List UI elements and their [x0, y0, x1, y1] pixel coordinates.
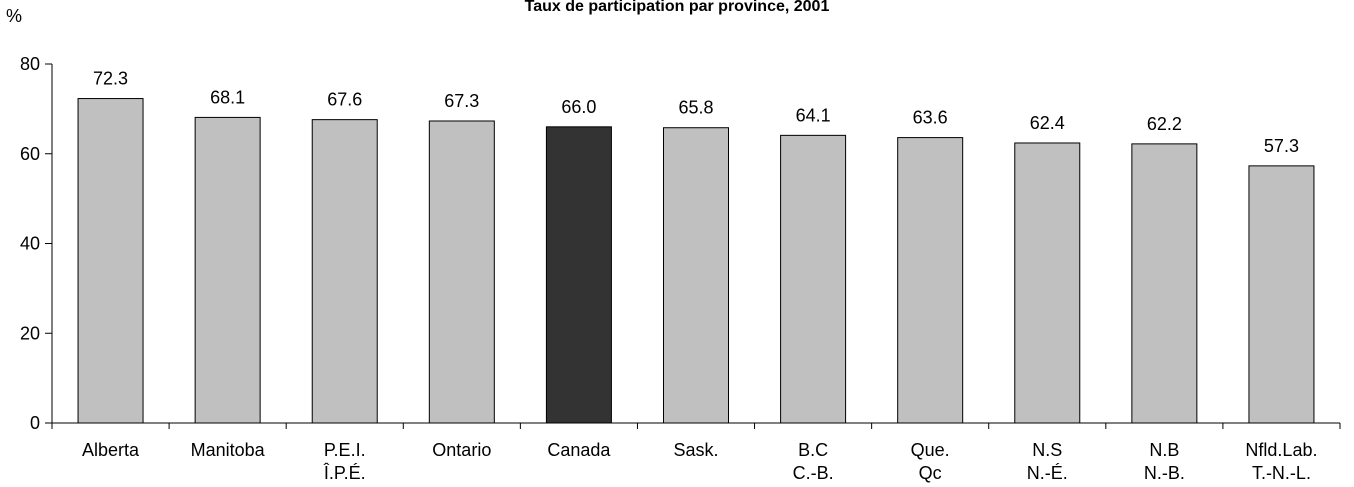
data-label: 72.3: [93, 69, 128, 89]
y-tick-label: 60: [20, 144, 40, 164]
plot-area: 0 20 40 60 80 72.3 Alberta 68.1 Manitoba 67.6 P.E.…: [20, 54, 1341, 483]
data-label: 68.1: [210, 87, 245, 107]
bar: [77, 98, 144, 424]
x-tick-label-line: Sask.: [673, 440, 718, 460]
x-tick-label: Ontario: [432, 440, 491, 460]
bar: [545, 126, 612, 424]
x-tick-label-line: Qc: [919, 463, 942, 483]
data-label: 62.2: [1147, 114, 1182, 134]
x-tick-label-line: N.-É.: [1027, 463, 1068, 483]
chart-title: Taux de participation par province, 2001: [525, 0, 830, 15]
x-tick-label: Manitoba: [191, 440, 266, 460]
x-tick-label-line: C.-B.: [793, 463, 834, 483]
x-tick-label-line: Que.: [911, 440, 950, 460]
x-tick-label-line: Alberta: [82, 440, 140, 460]
y-tick-label: 40: [20, 234, 40, 254]
data-label: 63.6: [913, 108, 948, 128]
bar: [1131, 143, 1198, 424]
x-tick-label-line: N.-B.: [1144, 463, 1185, 483]
bar: [428, 120, 495, 424]
x-tick-label: Que. Qc: [911, 440, 950, 483]
data-label: 67.3: [444, 91, 479, 111]
x-tick-label-line: Î.P.É.: [323, 463, 366, 483]
x-tick-label-line: Canada: [547, 440, 611, 460]
y-axis-unit: %: [6, 6, 22, 26]
x-tick-label-line: Manitoba: [191, 440, 266, 460]
x-tick-label-line: B.C: [798, 440, 828, 460]
x-tick-label: B.C C.-B.: [793, 440, 834, 483]
x-tick-label-line: N.B: [1149, 440, 1179, 460]
data-label: 57.3: [1264, 136, 1299, 156]
y-tick-label: 80: [20, 54, 40, 74]
bar: [897, 137, 964, 424]
bar: [1248, 165, 1315, 424]
bar: [663, 127, 729, 424]
x-tick-label: Nfld.Lab. T.-N.-L.: [1245, 440, 1317, 483]
data-label: 62.4: [1030, 113, 1065, 133]
x-tick-label: Sask.: [673, 440, 718, 460]
data-label: 65.8: [678, 98, 713, 118]
x-tick-label-line: T.-N.-L.: [1252, 463, 1311, 483]
bar: [311, 119, 378, 424]
data-label: 66.0: [561, 97, 596, 117]
bar: [194, 116, 261, 424]
y-tick-label: 20: [20, 323, 40, 343]
x-tick-label: P.E.I. Î.P.É.: [323, 440, 366, 483]
x-tick-label-line: Ontario: [432, 440, 491, 460]
x-tick-label: N.B N.-B.: [1144, 440, 1185, 483]
x-tick-label-line: N.S: [1032, 440, 1062, 460]
bar: [1014, 142, 1081, 424]
x-tick-label-line: Nfld.Lab.: [1245, 440, 1317, 460]
data-label: 67.6: [327, 90, 362, 110]
data-label: 64.1: [796, 105, 831, 125]
x-tick-label: N.S N.-É.: [1027, 440, 1068, 483]
y-tick-label: 0: [30, 413, 40, 433]
x-tick-label: Canada: [547, 440, 611, 460]
bar: [780, 134, 847, 424]
x-tick-label: Alberta: [82, 440, 140, 460]
x-tick-label-line: P.E.I.: [324, 440, 366, 460]
